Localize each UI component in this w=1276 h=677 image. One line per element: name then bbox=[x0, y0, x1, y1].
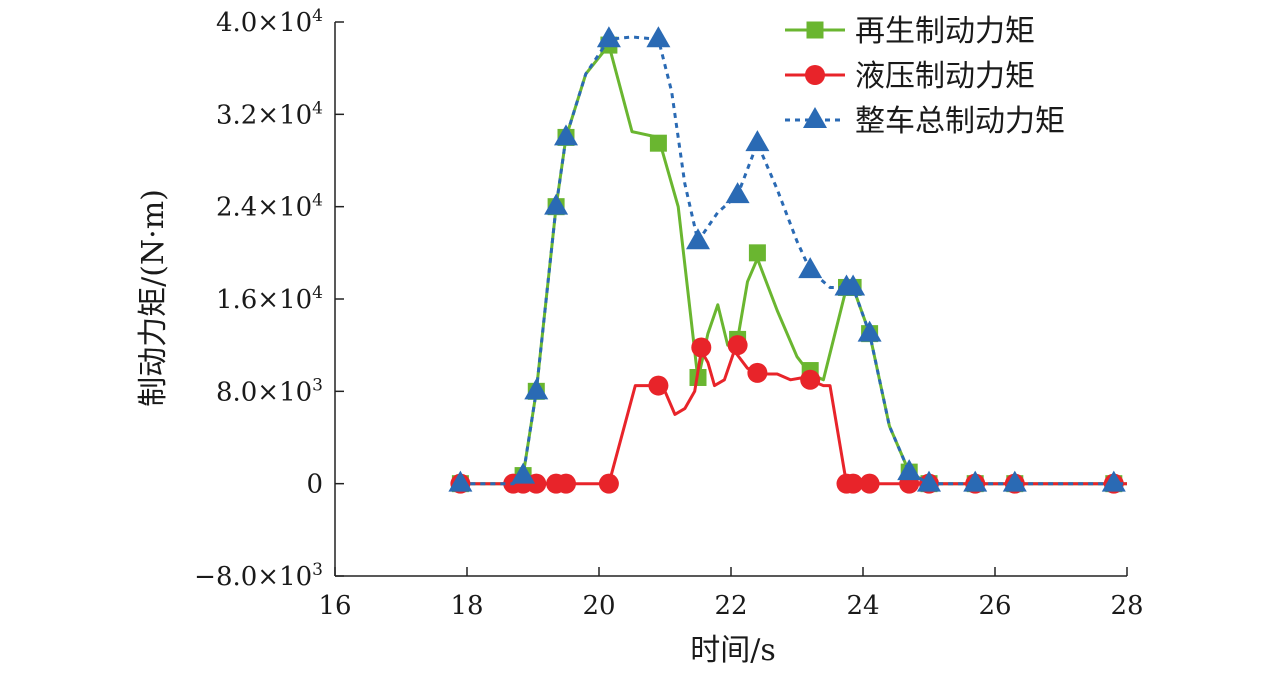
legend-marker-circle bbox=[805, 65, 825, 85]
data-point-triangle bbox=[798, 257, 823, 279]
y-tick-label: −8.0×103 bbox=[194, 560, 323, 592]
data-point-triangle bbox=[745, 130, 770, 152]
data-point-circle bbox=[691, 337, 712, 358]
legend-item-square: 再生制动力矩 bbox=[785, 14, 1035, 49]
data-point-triangle bbox=[857, 320, 882, 342]
data-point-triangle bbox=[917, 470, 941, 492]
data-point-circle bbox=[800, 369, 821, 390]
series-triangle bbox=[448, 26, 1127, 492]
series-circle bbox=[450, 335, 1127, 494]
y-tick-label: 3.2×104 bbox=[216, 98, 323, 130]
data-point-triangle bbox=[511, 462, 536, 484]
axes: 16 18 20 22 24 26 28 −8.0×103 0 8.0×103 1.6×104 2.4… bbox=[194, 6, 1143, 621]
series-line-circle bbox=[460, 349, 1127, 486]
series-line-triangle bbox=[460, 35, 1127, 486]
y-tick-label: 2.4×104 bbox=[216, 191, 323, 223]
data-point-triangle bbox=[686, 228, 710, 250]
data-point-triangle bbox=[448, 470, 473, 492]
x-tick-label: 18 bbox=[450, 591, 483, 621]
x-tick-label: 26 bbox=[978, 591, 1011, 621]
x-tick-label: 28 bbox=[1110, 591, 1143, 621]
y-tick-label: 8.0×103 bbox=[216, 375, 323, 407]
y-tick-label: 0 bbox=[306, 470, 323, 500]
data-point-circle bbox=[556, 473, 576, 494]
data-point-triangle bbox=[1002, 470, 1027, 492]
data-point-triangle bbox=[596, 26, 621, 48]
x-tick-label: 24 bbox=[846, 591, 879, 621]
series-layer bbox=[448, 26, 1127, 494]
data-point-circle bbox=[648, 375, 669, 396]
x-tick-label: 16 bbox=[318, 591, 351, 621]
x-tick-label: 22 bbox=[714, 591, 747, 621]
data-point-triangle bbox=[725, 182, 750, 204]
legend-item-triangle: 整车总制动力矩 bbox=[785, 104, 1065, 139]
data-point-circle bbox=[727, 335, 748, 356]
legend-item-circle: 液压制动力矩 bbox=[785, 59, 1035, 94]
data-point-triangle bbox=[963, 470, 988, 492]
y-tick-label: 1.6×104 bbox=[216, 283, 323, 315]
data-point-circle bbox=[843, 473, 864, 494]
legend-label: 再生制动力矩 bbox=[855, 14, 1035, 49]
y-axis-label: 制动力矩/(N·m) bbox=[136, 189, 171, 407]
data-point-triangle bbox=[524, 378, 549, 400]
data-point-triangle bbox=[897, 459, 922, 481]
data-point-triangle bbox=[646, 26, 671, 48]
legend-marker-triangle bbox=[803, 106, 827, 128]
legend-label: 液压制动力矩 bbox=[855, 59, 1035, 94]
x-tick-label: 20 bbox=[582, 591, 615, 621]
x-axis-label: 时间/s bbox=[690, 633, 776, 668]
y-tick-label: 4.0×104 bbox=[216, 6, 323, 38]
data-point-triangle bbox=[544, 193, 569, 215]
data-point-circle bbox=[859, 473, 880, 494]
legend-marker-square bbox=[806, 21, 824, 39]
data-point-triangle bbox=[841, 274, 866, 296]
data-point-square bbox=[748, 244, 766, 262]
data-point-triangle bbox=[554, 124, 578, 146]
data-point-circle bbox=[598, 473, 619, 494]
data-point-triangle bbox=[1101, 470, 1126, 492]
data-point-circle bbox=[747, 362, 768, 383]
data-point-square bbox=[649, 134, 667, 152]
legend-label: 整车总制动力矩 bbox=[855, 104, 1065, 139]
